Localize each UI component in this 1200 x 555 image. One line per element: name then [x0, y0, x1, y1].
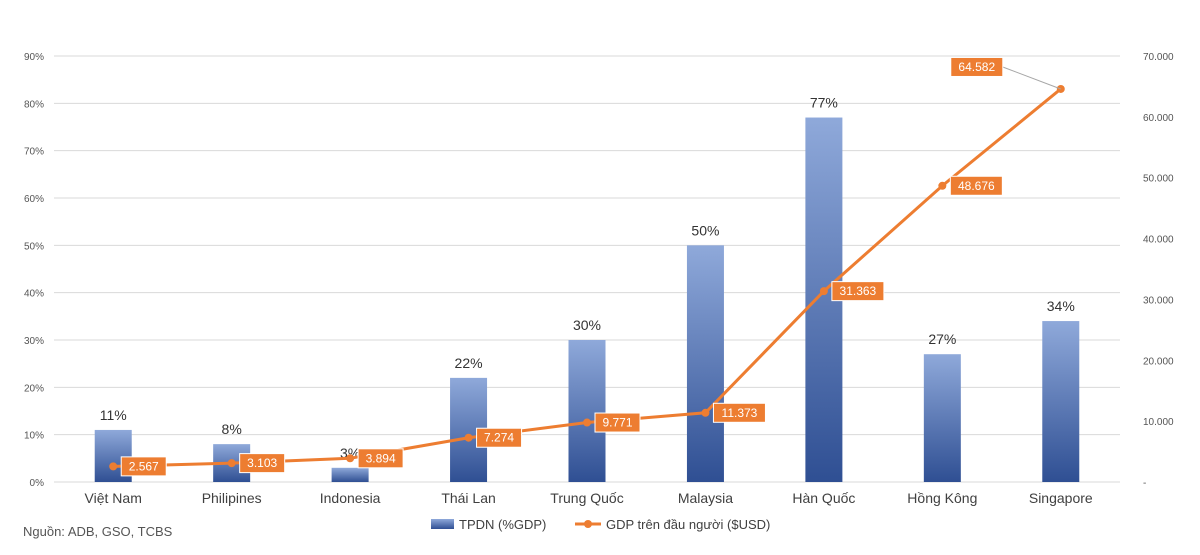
left-axis: 0% 10% 20% 30% 40% 50% 60% 70% 80% 90%: [24, 52, 44, 489]
line-label-box: [357, 448, 404, 469]
line-labels: 2.567 3.103 3.894 7.274 9.771 11.373 31.363 48.…: [120, 56, 1061, 477]
line-point: [464, 433, 473, 442]
left-tick-label: 20%: [24, 383, 44, 394]
line-point: [109, 462, 118, 471]
left-tick-label: 70%: [24, 147, 44, 158]
right-tick-label: 20.000: [1143, 356, 1174, 367]
right-tick-label: 10.000: [1143, 417, 1174, 428]
bar: [686, 245, 724, 482]
category-label: Trung Quốc: [550, 490, 623, 506]
line-point: [701, 408, 710, 417]
right-tick-label: 70.000: [1143, 52, 1174, 63]
bar-data-label: 50%: [691, 222, 719, 238]
line-label-box: [712, 402, 766, 423]
legend-line-marker: [584, 520, 592, 528]
line-data-label: 31.363: [840, 284, 877, 298]
bar-series: [94, 117, 1080, 483]
line-point: [819, 287, 828, 296]
line-label-box: [949, 175, 1003, 196]
bar-data-label: 77%: [810, 95, 838, 111]
line-point: [938, 181, 947, 190]
category-labels: Việt Nam Philipines Indonesia Thái Lan Trung…: [85, 490, 1093, 506]
line-point: [227, 459, 236, 468]
line-data-label: 64.582: [958, 60, 995, 74]
left-tick-label: 30%: [24, 336, 44, 347]
left-tick-label: 40%: [24, 289, 44, 300]
right-axis: - 10.000 20.000 30.000 40.000 50.000 60.000 70.…: [1143, 52, 1174, 489]
category-label: Malaysia: [678, 490, 733, 506]
line-data-label: 2.567: [129, 459, 159, 473]
category-label: Hàn Quốc: [792, 490, 855, 506]
line-data-label: 3.894: [366, 451, 396, 465]
line-point: [346, 454, 355, 463]
left-tick-label: 50%: [24, 241, 44, 252]
line-label-box: [831, 281, 885, 302]
bar-data-label: 30%: [573, 317, 601, 333]
line-data-label: 3.103: [247, 456, 277, 470]
bar-data-label: 27%: [928, 331, 956, 347]
bar: [568, 340, 606, 482]
left-tick-label: 0%: [30, 478, 45, 489]
legend-line-label: GDP trên đầu người ($USD): [606, 517, 770, 532]
category-label: Indonesia: [320, 490, 381, 506]
right-tick-label: -: [1143, 478, 1146, 489]
category-label: Philipines: [202, 490, 262, 506]
right-tick-label: 30.000: [1143, 295, 1174, 306]
line-data-label: 7.274: [484, 431, 514, 445]
bar: [1042, 321, 1080, 482]
right-tick-label: 40.000: [1143, 235, 1174, 246]
left-tick-label: 80%: [24, 99, 44, 110]
line-label-box: [476, 427, 523, 448]
bar: [923, 354, 961, 482]
line-label-box: [239, 453, 286, 474]
legend-bar-swatch: [431, 519, 454, 529]
category-label: Thái Lan: [441, 490, 495, 506]
right-tick-label: 50.000: [1143, 174, 1174, 185]
source-note: Nguồn: ADB, GSO, TCBS: [23, 524, 173, 539]
bar-data-label: 8%: [222, 421, 242, 437]
bar: [331, 467, 369, 482]
line-data-label: 11.373: [722, 406, 758, 420]
bar-data-label: 34%: [1047, 298, 1075, 314]
category-label: Hồng Kông: [907, 490, 977, 506]
gridlines: [54, 55, 1120, 483]
left-tick-label: 60%: [24, 194, 44, 205]
line-label-box: [594, 412, 641, 433]
line-data-label: 48.676: [958, 179, 995, 193]
bar-labels: 11%8%3%22%30%50%77%27%34%: [100, 95, 1075, 461]
right-tick-label: 60.000: [1143, 113, 1174, 124]
legend-bar-label: TPDN (%GDP): [459, 517, 546, 532]
legend: TPDN (%GDP) GDP trên đầu người ($USD): [431, 517, 770, 532]
line-label-box: [120, 456, 167, 477]
line-point: [583, 418, 591, 427]
left-tick-label: 10%: [24, 431, 44, 442]
category-label: Singapore: [1029, 490, 1093, 506]
left-tick-label: 90%: [24, 52, 44, 63]
line-data-label: 9.771: [602, 416, 632, 430]
category-label: Việt Nam: [85, 490, 142, 506]
leader-line: [1002, 66, 1061, 90]
bar-data-label: 11%: [100, 407, 127, 423]
bar-data-label: 22%: [455, 355, 483, 371]
line-label-box: [950, 56, 1004, 77]
